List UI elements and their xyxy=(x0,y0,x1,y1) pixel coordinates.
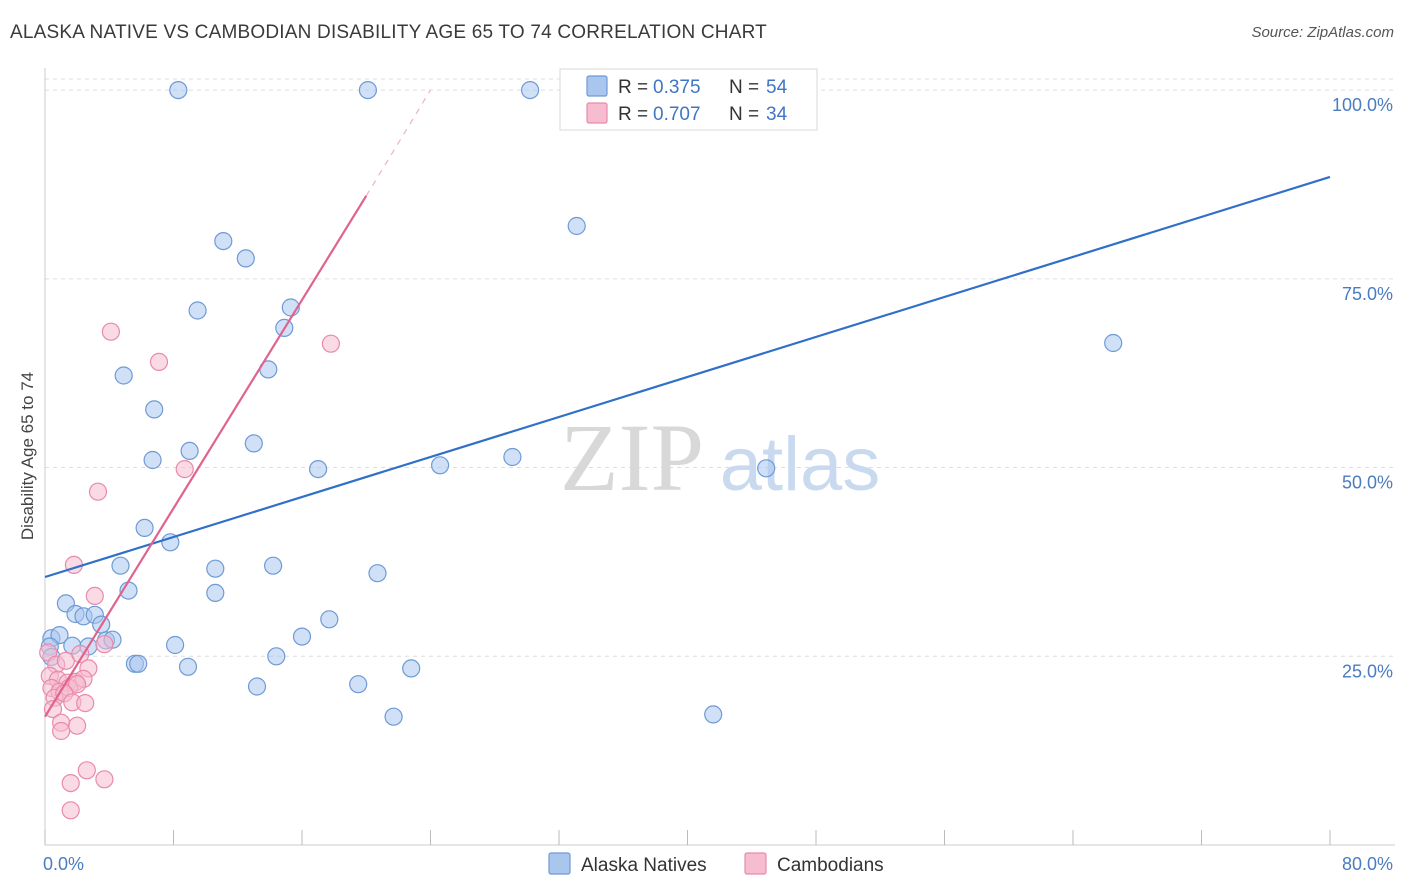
legend-r-value-1: 0.375 xyxy=(653,77,701,98)
alaska-native-point-50 xyxy=(247,677,267,696)
source-label: Source: ZipAtlas.com xyxy=(1251,24,1394,41)
alaska-native-point-41 xyxy=(166,635,185,655)
cambodian-point-31 xyxy=(77,761,96,780)
alaska-native-point-15 xyxy=(180,441,199,460)
x-tick-label-1: 80.0% xyxy=(1342,854,1393,874)
alaska-native-point-26 xyxy=(368,564,387,583)
cambodian-point-2 xyxy=(321,334,340,353)
alaska-native-point-0 xyxy=(169,80,188,100)
alaska-native-point-6 xyxy=(236,249,255,268)
series-swatch-cambodian xyxy=(744,852,767,875)
alaska-native-point-24 xyxy=(206,559,225,578)
alaska-native-point-18 xyxy=(431,456,450,475)
trendline-cambodians-extension xyxy=(365,89,432,197)
cambodian-point-6 xyxy=(85,586,104,606)
alaska-native-point-22 xyxy=(161,533,180,552)
legend-r-value-2: 0.707 xyxy=(653,104,701,125)
series-swatch-alaska xyxy=(548,852,571,875)
cambodian-point-3 xyxy=(175,460,194,479)
series-label-alaska: Alaska Natives xyxy=(581,855,707,876)
alaska-native-point-10 xyxy=(114,366,133,385)
alaska-native-point-17 xyxy=(309,460,328,479)
alaska-native-point-12 xyxy=(145,400,164,419)
legend-r-label-1: R = xyxy=(618,77,648,98)
cambodian-point-26 xyxy=(43,699,63,719)
cambodian-point-11 xyxy=(71,644,90,664)
cambodian-point-29 xyxy=(67,716,87,735)
alaska-native-point-5 xyxy=(214,232,233,251)
alaska-native-point-25 xyxy=(264,556,283,575)
alaska-native-point-46 xyxy=(129,654,148,673)
watermark: ZIP atlas xyxy=(560,404,880,511)
y-tick-label-2: 75.0% xyxy=(1342,284,1393,304)
legend-n-value-2: 34 xyxy=(766,104,788,125)
x-tick-label-0: 0.0% xyxy=(43,854,84,874)
alaska-native-point-14 xyxy=(143,450,162,470)
y-tick-label-1: 50.0% xyxy=(1342,473,1393,493)
alaska-native-point-52 xyxy=(384,707,403,726)
watermark-atlas: atlas xyxy=(720,422,881,507)
cambodian-point-33 xyxy=(61,801,80,820)
cambodian-point-7 xyxy=(95,635,114,654)
cambodian-point-21 xyxy=(67,675,87,694)
y-axis-title: Disability Age 65 to 74 xyxy=(18,372,37,540)
alaska-native-point-47 xyxy=(178,657,198,676)
cambodian-point-1 xyxy=(149,352,169,371)
alaska-native-point-49 xyxy=(402,659,421,678)
cambodian-point-0 xyxy=(101,322,121,341)
alaska-native-point-1 xyxy=(358,80,377,100)
alaska-native-point-21 xyxy=(135,518,154,538)
cambodian-point-28 xyxy=(51,721,71,741)
legend-swatch-alaska xyxy=(586,75,608,97)
alaska-native-point-2 xyxy=(520,80,540,100)
series-legend: Alaska Natives Cambodians xyxy=(548,852,884,876)
cambodian-point-25 xyxy=(76,693,95,713)
watermark-zip: ZIP xyxy=(560,404,704,511)
alaska-native-point-20 xyxy=(757,459,776,478)
legend-n-value-1: 54 xyxy=(766,77,788,98)
alaska-native-point-34 xyxy=(320,610,339,629)
alaska-native-point-13 xyxy=(1104,333,1123,353)
y-tick-label-3: 100.0% xyxy=(1332,95,1393,115)
series-label-cambodian: Cambodians xyxy=(777,855,884,876)
alaska-native-point-16 xyxy=(244,434,263,453)
cambodian-point-30 xyxy=(61,773,80,793)
alaska-native-point-53 xyxy=(704,705,723,724)
y-tick-label-0: 25.0% xyxy=(1342,661,1393,681)
trendline-cambodians xyxy=(44,195,368,718)
alaska-native-point-42 xyxy=(292,627,312,646)
chart-title: ALASKA NATIVE VS CAMBODIAN DISABILITY AG… xyxy=(10,22,767,43)
legend-n-label-1: N = xyxy=(729,77,759,98)
legend-swatch-cambodian xyxy=(586,102,608,124)
alaska-native-point-19 xyxy=(503,447,522,467)
trendlines xyxy=(44,89,1331,718)
alaska-native-point-28 xyxy=(206,583,225,603)
alaska-native-point-7 xyxy=(188,301,207,320)
axes: 25.0% 50.0% 75.0% 100.0% 0.0% 80.0% xyxy=(43,68,1395,874)
trendline-alaska-natives xyxy=(44,175,1331,579)
alaska-native-point-48 xyxy=(267,647,286,666)
legend-r-label-2: R = xyxy=(618,104,648,125)
alaska-native-point-51 xyxy=(349,675,368,694)
cambodian-point-32 xyxy=(95,770,114,789)
alaska-native-point-23 xyxy=(111,556,130,575)
correlation-legend: R = 0.375 N = 54 R = 0.707 N = 34 xyxy=(559,68,818,131)
alaska-native-point-4 xyxy=(567,216,586,236)
cambodian-point-4 xyxy=(88,482,108,501)
legend-n-label-2: N = xyxy=(729,104,759,125)
